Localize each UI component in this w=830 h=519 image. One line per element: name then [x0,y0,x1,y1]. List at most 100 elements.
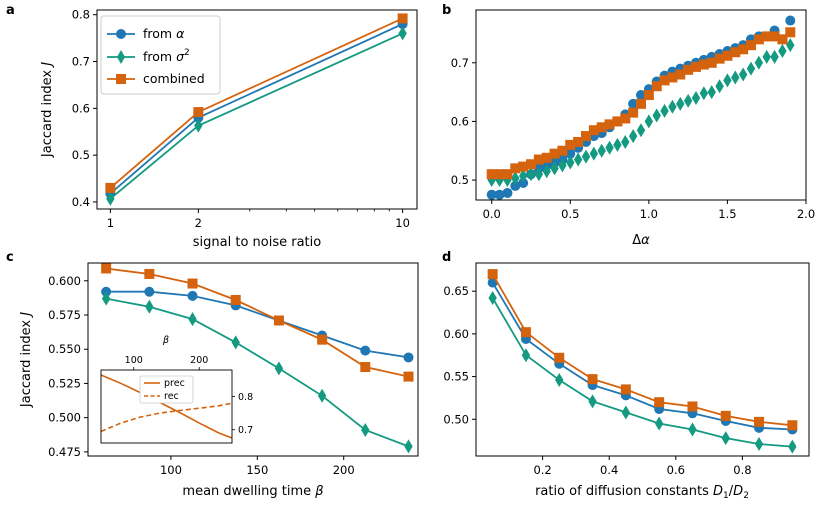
panel-b-sigma-point [613,137,622,152]
panel-c-sigma-point [404,439,413,454]
panel-c-xlabel-text: mean dwelling time [182,484,311,499]
panel-b-sigma-point [707,85,716,100]
panel-d-sigma-point [621,405,631,420]
inset-ytick-label: 0.7 [238,425,253,436]
panel-d-combined-point [787,420,798,431]
panel-b-frame [475,9,807,201]
panel-b-combined-point [761,31,772,42]
panel-b-combined-point [691,61,701,72]
panel-d-sigma-point [688,422,697,437]
inset-legend-rec-label: rec [164,391,179,402]
inset-rec-line [100,402,233,433]
panel-d-sigma-line [491,297,793,448]
legend-alpha-sym: α [176,26,185,41]
inset-xlabel: β [162,335,169,346]
panel-a-sigma-point [194,118,203,133]
panel-a-ytick-label: 0.8 [72,8,90,22]
panel-d-alpha-line [491,282,793,431]
panel-b-sigma-point [676,96,685,111]
panel-b-xtick-label: 0.0 [483,207,501,221]
panel-b-alpha-point [486,189,497,200]
panel-a-ytick-label: 0.5 [72,148,90,162]
panel-a-frame [96,9,418,210]
panel-c-combined-point [101,263,112,274]
inset-prec-line [100,374,233,439]
panel-label-c: c [6,250,14,265]
panel-c-sigma-point [317,388,327,403]
panel-b-xtick-label: 1.5 [718,207,736,221]
panel-d-xtick-label: 0.8 [733,463,751,477]
panel-d-xtick-label: 0.6 [667,463,685,477]
panel-b-sigma-point [778,44,787,59]
panel-a-combined-point [397,13,408,24]
panel-c-combined-point [317,334,328,345]
panel-d-sigma-point [521,348,531,363]
panel-b-combined-point [581,131,591,142]
panel-c-alpha-point [187,290,198,301]
inset-xtick-label: 100 [125,355,143,366]
panel-b-alpha-point [628,98,639,109]
panel-b-sigma-point [668,99,677,114]
panel-b-ytick-label: 0.6 [451,114,469,128]
legend-alpha-label: from α [143,26,185,41]
panel-d-sigma-point [788,439,797,454]
panel-d-xlabel-sub2: 2 [743,491,749,501]
panel-b-combined-point [683,64,694,75]
inset-legend-prec-label: prec [164,378,185,389]
panel-b-combined-point [573,136,584,147]
panel-b-combined-point [738,44,749,55]
panel-c-alpha-point [144,286,155,297]
panel-c-plot: 0.475 0.500 0.525 0.550 0.575 0.600 100 150 200 [48,263,414,477]
panel-b-xtick-label: 0.5 [561,207,579,221]
panel-d-sigma-point [754,437,764,452]
panel-d-ytick-label: 0.60 [443,327,469,341]
panel-b-xtick-label: 2.0 [797,207,815,221]
panel-b-combined-point [651,81,662,92]
panel-b-combined-point [557,145,568,156]
legend-sigma-label: from σ2 [143,48,190,64]
panel-c-combined-point [187,278,198,289]
panel-b-sigma-point [754,55,764,70]
panel-b-alpha-point [785,15,796,26]
panel-d-ytick-label: 0.50 [443,412,469,426]
panel-c-xtick-label: 100 [160,463,182,477]
panel-d-combined-point [687,401,698,412]
panel-b-sigma-point [786,38,795,53]
panel-c-ylabel: Jaccard index J [19,312,34,408]
panel-d-xlabel-slash: / [729,484,734,499]
panel-c-inset: 100 200 0.7 0.8 β prec rec [100,335,253,444]
panel-b: 0.5 0.6 0.7 0.0 0.5 1.0 1.5 2.0 Δα [451,9,815,248]
panel-d-sigma-point [588,394,597,409]
panel-b-combined-point [643,90,654,101]
panel-d-combined-point [620,384,631,395]
panel-d-sigma-point [654,416,664,431]
legend-sigma-sup: 2 [184,48,190,58]
panel-a-xtick-label: 10 [395,216,410,230]
panel-d-ytick-label: 0.55 [443,370,469,384]
panel-d-sigma-point [721,431,730,446]
panel-b-combined-point [596,122,607,133]
panel-c-combined-point [360,362,371,373]
legend-alpha-from: from [143,26,172,41]
panel-a-ytick-label: 0.4 [72,195,90,209]
panel-a-plot: 0.4 0.5 0.6 0.7 0.8 1 2 10 [72,8,410,230]
panel-b-combined-point [486,169,497,180]
panel-b-sigma-point [573,152,583,167]
panel-c-ytick-label: 0.550 [48,342,81,356]
panel-b-combined-point [533,154,544,165]
panel-d-combined-point [487,269,498,280]
panel-a-ytick-label: 0.7 [72,55,90,69]
inset-legend: prec rec [139,375,194,404]
panel-c-sigma-line [105,297,409,448]
panel-d-xlabel-text: ratio of diffusion constants [535,484,709,499]
panel-b-alpha-point [636,90,646,101]
panel-b-sigma-point [558,158,567,173]
panel-b-combined-point [730,47,741,58]
panel-c-xlabel: mean dwelling time β [182,484,323,499]
panel-c-combined-point [144,268,155,279]
panel-b-ytick-label: 0.5 [451,173,469,187]
panel-d-sigma-point [555,372,564,387]
panel-b-sigma-point [683,93,693,108]
inset-frame [100,369,233,444]
panel-b-sigma-point [691,90,701,105]
